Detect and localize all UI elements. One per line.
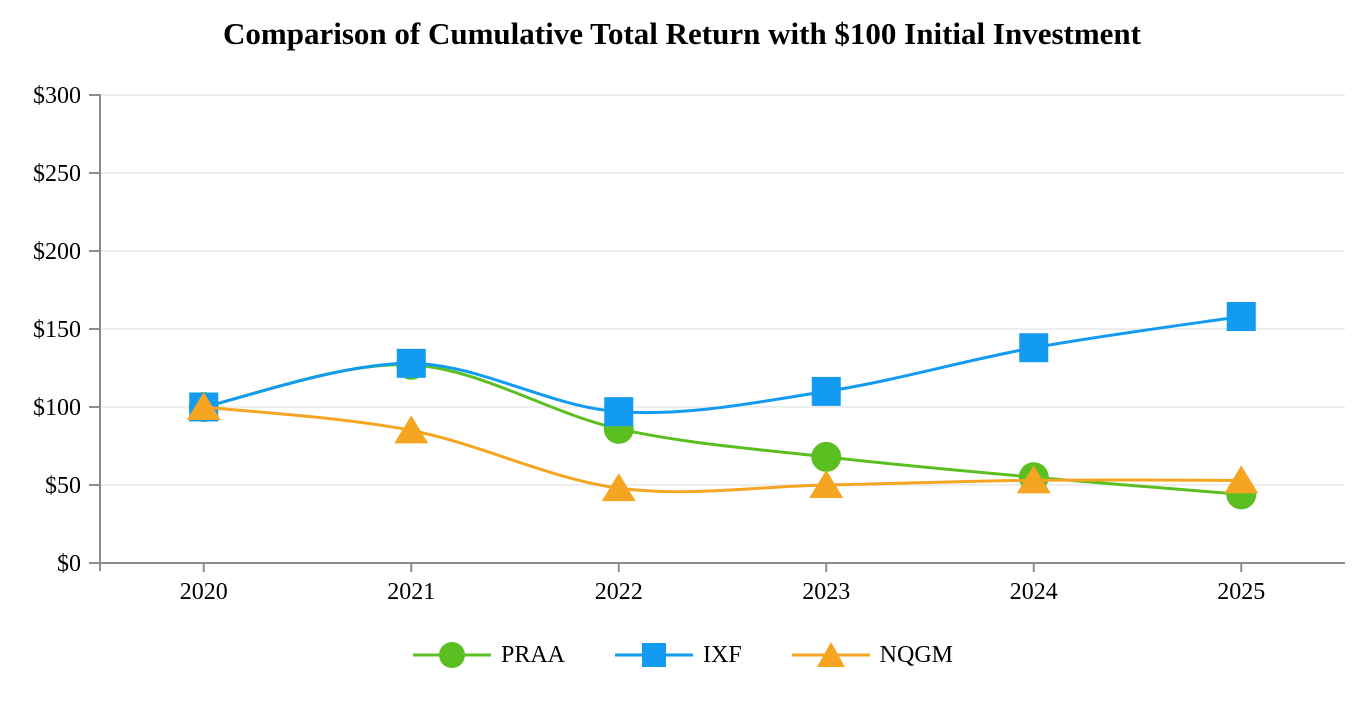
data-point-triangle bbox=[809, 470, 844, 498]
y-tick-label: $300 bbox=[33, 83, 81, 109]
series-line bbox=[203, 363, 1242, 496]
series-line bbox=[203, 315, 1242, 415]
data-point-triangle bbox=[601, 473, 636, 502]
x-tick-label: 2023 bbox=[802, 579, 850, 605]
data-point-square bbox=[1226, 302, 1256, 332]
x-tick-label: 2024 bbox=[1010, 579, 1058, 605]
data-point-square bbox=[811, 376, 841, 406]
x-tick-label: 2021 bbox=[387, 579, 435, 605]
data-point-triangle bbox=[394, 415, 429, 444]
chart-title: Comparison of Cumulative Total Return wi… bbox=[223, 16, 1141, 51]
x-axis-labels: 2020 2021 2022 2023 2024 2025 bbox=[180, 579, 1266, 605]
axes bbox=[89, 94, 1345, 572]
y-axis-labels: $0 $50 $100 $150 $200 $250 $300 bbox=[33, 83, 81, 577]
ixf-square-marker-icon bbox=[615, 643, 693, 667]
chart-legend: PRAA IXF NQGM bbox=[0, 640, 1364, 670]
data-point-square bbox=[396, 348, 426, 378]
legend-label-ixf: IXF bbox=[703, 641, 742, 668]
gridlines bbox=[100, 94, 1345, 486]
data-point-triangle bbox=[1016, 465, 1051, 494]
data-point-circle bbox=[811, 441, 842, 472]
legend-item-nqgm: NQGM bbox=[790, 640, 953, 670]
data-point-triangle bbox=[1224, 465, 1259, 494]
y-tick-label: $200 bbox=[33, 239, 81, 265]
legend-item-praa: PRAA bbox=[411, 640, 565, 670]
series-line bbox=[203, 405, 1242, 494]
y-tick-label: $0 bbox=[57, 551, 81, 577]
data-point-triangle bbox=[186, 392, 221, 420]
series-nqgm bbox=[186, 392, 1259, 502]
legend-label-praa: PRAA bbox=[500, 641, 565, 668]
x-tick-label: 2022 bbox=[595, 579, 643, 605]
nqgm-triangle-marker-icon bbox=[791, 642, 870, 667]
x-tick-label: 2025 bbox=[1217, 579, 1265, 605]
y-tick-label: $50 bbox=[45, 473, 81, 499]
legend-label-nqgm: NQGM bbox=[879, 641, 954, 668]
x-tick-label: 2020 bbox=[180, 579, 228, 605]
y-tick-label: $100 bbox=[33, 395, 81, 421]
data-point-square bbox=[604, 397, 634, 427]
y-tick-label: $250 bbox=[33, 161, 81, 187]
data-point-square bbox=[1019, 333, 1049, 363]
praa-circle-marker-icon bbox=[412, 642, 491, 668]
legend-item-ixf: IXF bbox=[613, 640, 742, 670]
y-tick-label: $150 bbox=[33, 317, 81, 343]
